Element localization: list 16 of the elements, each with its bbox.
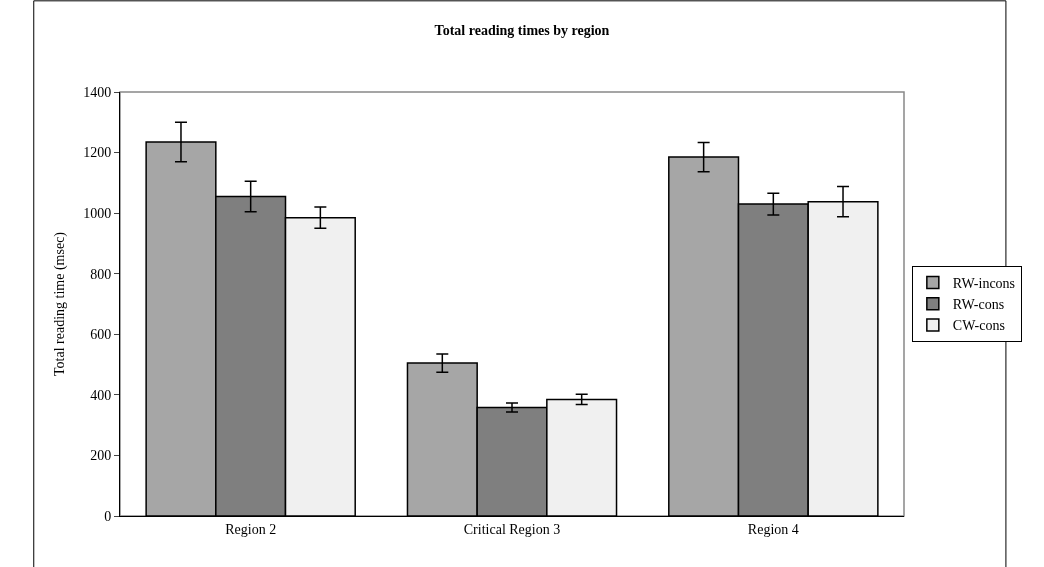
legend-label: RW-incons bbox=[952, 276, 1016, 292]
y-tick-label: 1200 bbox=[83, 145, 112, 161]
legend-label: CW-cons bbox=[952, 318, 1005, 334]
y-tick-label: 200 bbox=[90, 448, 112, 464]
y-tick-label: 1000 bbox=[83, 206, 112, 222]
y-tick-label: 1400 bbox=[83, 84, 112, 100]
x-tick-label: Region 2 bbox=[225, 521, 277, 537]
x-tick-label: Critical Region 3 bbox=[463, 521, 561, 537]
y-axis-title: Total reading time (msec) bbox=[51, 231, 68, 377]
legend-label: RW-cons bbox=[952, 297, 1005, 313]
chart-title: Total reading times by region bbox=[434, 23, 610, 39]
y-tick-label: 400 bbox=[90, 387, 112, 403]
x-tick-label: Region 4 bbox=[747, 521, 799, 537]
y-tick-label: 0 bbox=[104, 508, 112, 524]
y-tick-label: 800 bbox=[90, 266, 112, 282]
y-tick-label: 600 bbox=[90, 327, 112, 343]
